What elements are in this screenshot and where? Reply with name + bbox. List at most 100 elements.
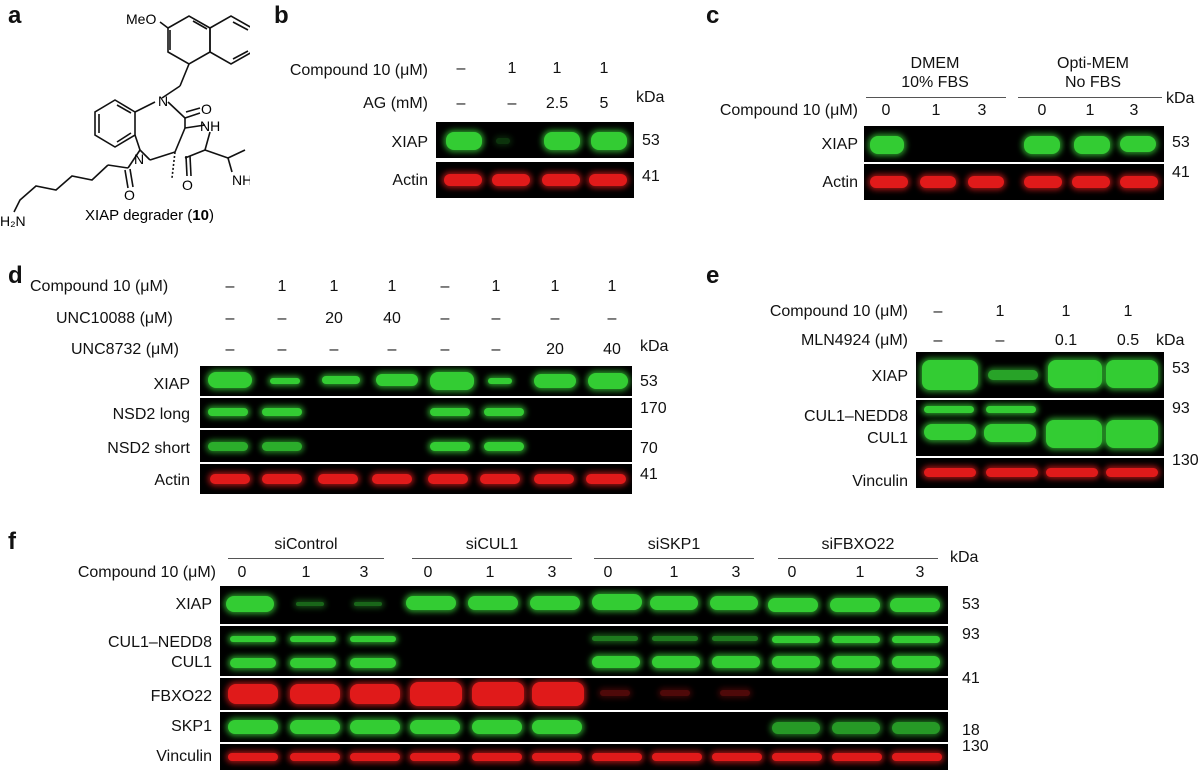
blot-xiap-e	[916, 352, 1164, 398]
group-label: siFBXO22	[821, 536, 895, 553]
lane-value: 20	[325, 310, 343, 327]
lane-value: 1	[507, 60, 517, 77]
chemical-structure: MeO N N O O O NH NHMe H₂N XIAP degrader …	[0, 11, 250, 229]
lane-value: 1	[607, 278, 617, 295]
o-atom-label: O	[124, 187, 135, 203]
kda-marker: 53	[642, 132, 660, 149]
svg-text:XIAP degrader (10): XIAP degrader (10)	[85, 207, 214, 224]
o-atom-label: O	[201, 101, 212, 117]
kda-marker: 53	[1172, 134, 1190, 151]
amine-label: H₂N	[0, 213, 26, 229]
blot-label-cul1: CUL1	[867, 430, 908, 447]
lane-value: 1	[855, 564, 865, 581]
nhme-label: NHMe	[232, 172, 250, 188]
lane-value: 0.1	[1054, 332, 1078, 349]
lane-value: –	[933, 332, 943, 349]
panel-f-label: f	[8, 528, 16, 555]
lane-value: 0	[237, 564, 247, 581]
lane-value: 1	[485, 564, 495, 581]
lane-value: 3	[915, 564, 925, 581]
kda-marker: 53	[1172, 360, 1190, 377]
panel-c-label: c	[706, 2, 720, 29]
methoxy-label: MeO	[126, 11, 156, 27]
blot-nsd2-short	[200, 430, 632, 462]
lane-value: –	[491, 310, 501, 327]
lane-value: –	[607, 310, 617, 327]
lane-value: 40	[603, 341, 621, 358]
lane-value: 1	[995, 303, 1005, 320]
blot-vinculin-e	[916, 458, 1164, 488]
lane-value: 3	[1129, 102, 1139, 119]
blot-cul1-f	[220, 626, 948, 676]
lane-value: 1	[599, 60, 609, 77]
lane-value: 1	[387, 278, 397, 295]
panel-d-label: d	[8, 262, 23, 289]
blot-label-nsd2-long: NSD2 long	[112, 406, 190, 423]
lane-value: –	[456, 95, 466, 112]
lane-value: –	[933, 303, 943, 320]
kda-marker: 53	[640, 373, 658, 390]
lane-value: 3	[731, 564, 741, 581]
row-label: UNC8732 (μM)	[71, 341, 179, 358]
panel-b-label: b	[274, 2, 289, 29]
blot-xiap-f	[220, 586, 948, 624]
lane-value: –	[329, 341, 339, 358]
row-label: UNC10088 (μM)	[56, 310, 173, 327]
kda-marker: 41	[1172, 164, 1190, 181]
lane-value: 1	[1085, 102, 1095, 119]
kda-header: kDa	[950, 549, 979, 566]
kda-marker: 70	[640, 440, 658, 457]
lane-value: –	[440, 310, 450, 327]
blot-xiap-c	[864, 126, 1164, 162]
lane-value: 1	[491, 278, 501, 295]
lane-value: –	[387, 341, 397, 358]
kda-marker: 18	[962, 722, 980, 739]
lane-value: 1	[1123, 303, 1133, 320]
lane-value: 3	[359, 564, 369, 581]
blot-actin-d	[200, 464, 632, 494]
compound-number: 10	[192, 207, 209, 224]
blot-label-cul1-nedd8: CUL1–NEDD8	[803, 408, 908, 425]
lane-value: 0	[881, 102, 891, 119]
lane-value: 40	[383, 310, 401, 327]
nh-label: NH	[200, 118, 220, 134]
kda-header: kDa	[636, 89, 665, 106]
kda-marker: 93	[1172, 400, 1190, 417]
blot-xiap-d	[200, 366, 632, 396]
lane-value: –	[456, 60, 466, 77]
kda-header: kDa	[1166, 90, 1195, 107]
blot-label-xiap: XIAP	[153, 376, 190, 393]
lane-value: 0	[1037, 102, 1047, 119]
blot-label-vinculin: Vinculin	[156, 748, 212, 765]
lane-value: 3	[977, 102, 987, 119]
blot-label-cul1: CUL1	[171, 654, 212, 671]
row-label: Compound 10 (μM)	[769, 303, 908, 320]
lane-value: 0	[423, 564, 433, 581]
kda-marker: 93	[962, 626, 980, 643]
kda-header: kDa	[640, 338, 669, 355]
kda-marker: 41	[962, 670, 980, 687]
row-label: Compound 10 (μM)	[30, 278, 169, 295]
blot-label-fbxo22: FBXO22	[150, 688, 212, 705]
blot-label-xiap: XIAP	[391, 134, 428, 151]
lane-value: –	[225, 310, 235, 327]
lane-value: 20	[546, 341, 564, 358]
group-label: siCUL1	[465, 536, 519, 553]
lane-value: 1	[550, 278, 560, 295]
group-label: siSKP1	[647, 536, 701, 553]
lane-value: –	[440, 341, 450, 358]
group-label: Opti-MEM	[1057, 55, 1129, 72]
blot-label-cul1-nedd8: CUL1–NEDD8	[107, 634, 212, 651]
kda-marker: 41	[640, 466, 658, 483]
kda-marker: 130	[962, 738, 989, 755]
blot-skp1-f	[220, 712, 948, 742]
lane-value: –	[225, 278, 235, 295]
group-label: siControl	[274, 536, 338, 553]
n-atom-label: N	[134, 151, 144, 167]
lane-value: –	[995, 332, 1005, 349]
blot-fbxo22-f	[220, 678, 948, 710]
blot-label-vinculin: Vinculin	[852, 473, 908, 490]
lane-value: –	[491, 341, 501, 358]
lane-value: 0	[603, 564, 613, 581]
lane-value: 0	[787, 564, 797, 581]
